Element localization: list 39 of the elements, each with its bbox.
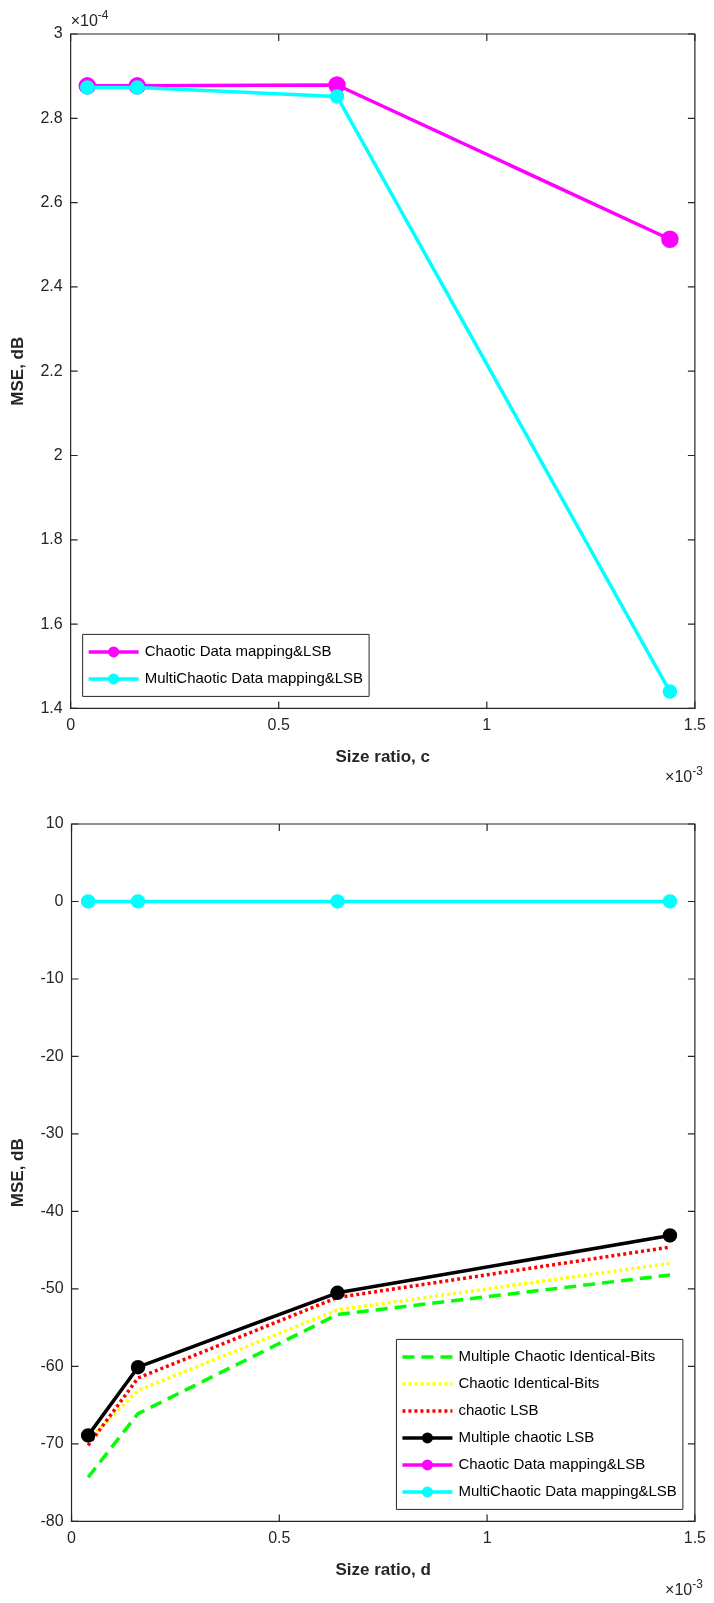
- x-axis-title: Size ratio, d: [335, 1560, 431, 1580]
- legend-label: MultiChaotic Data mapping&LSB: [144, 669, 364, 687]
- y-axis-title: MSE, dB: [7, 1138, 27, 1208]
- y-tick-label: -20: [40, 1046, 64, 1064]
- legend-label: Chaotic Data mapping&LSB: [458, 1455, 646, 1473]
- y-tick-label: 1.6: [40, 614, 63, 632]
- legend-label: Multiple chaotic LSB: [458, 1428, 595, 1446]
- legend-label: Multiple Chaotic Identical-Bits: [458, 1347, 656, 1365]
- y-tick-label: 2.6: [40, 193, 63, 211]
- y-tick-label: 3: [53, 24, 63, 42]
- x-tick-label: 0.5: [268, 1529, 291, 1547]
- y-tick-label: -70: [40, 1434, 64, 1452]
- x-tick-label: 1: [482, 1529, 492, 1547]
- y-tick-label: -60: [40, 1356, 64, 1374]
- x-tick-label: 0: [66, 716, 76, 734]
- legend-label: chaotic LSB: [458, 1401, 539, 1419]
- legend-label: Chaotic Data mapping&LSB: [144, 642, 332, 660]
- y-tick-label: 2.8: [40, 108, 63, 126]
- x-tick-label: 0: [67, 1529, 77, 1547]
- y-tick-label: 1.8: [40, 530, 63, 548]
- y-tick-label: -10: [40, 969, 64, 987]
- x-tick-label: 1.5: [683, 716, 707, 734]
- y-tick-label: -30: [40, 1124, 64, 1142]
- y-tick-label: 1.4: [40, 698, 63, 716]
- y-tick-label: 2.4: [40, 277, 63, 295]
- y-tick-label: -40: [40, 1201, 64, 1219]
- x-tick-label: 0.5: [267, 716, 290, 734]
- y-tick-label: -80: [40, 1511, 64, 1529]
- x-tick-label: 1: [482, 716, 492, 734]
- y-tick-label: 0: [54, 891, 64, 909]
- y-tick-label: -50: [40, 1279, 64, 1297]
- y-axis-title: MSE, dB: [7, 336, 27, 406]
- y-tick-label: 10: [45, 814, 64, 832]
- x-tick-label: 1.5: [683, 1529, 707, 1547]
- y-tick-label: 2: [53, 445, 63, 463]
- legend-label: Chaotic Identical-Bits: [458, 1374, 600, 1392]
- y-tick-label: 2.2: [40, 361, 63, 379]
- legend-label: MultiChaotic Data mapping&LSB: [458, 1482, 677, 1500]
- x-axis-title: Size ratio, c: [335, 747, 430, 767]
